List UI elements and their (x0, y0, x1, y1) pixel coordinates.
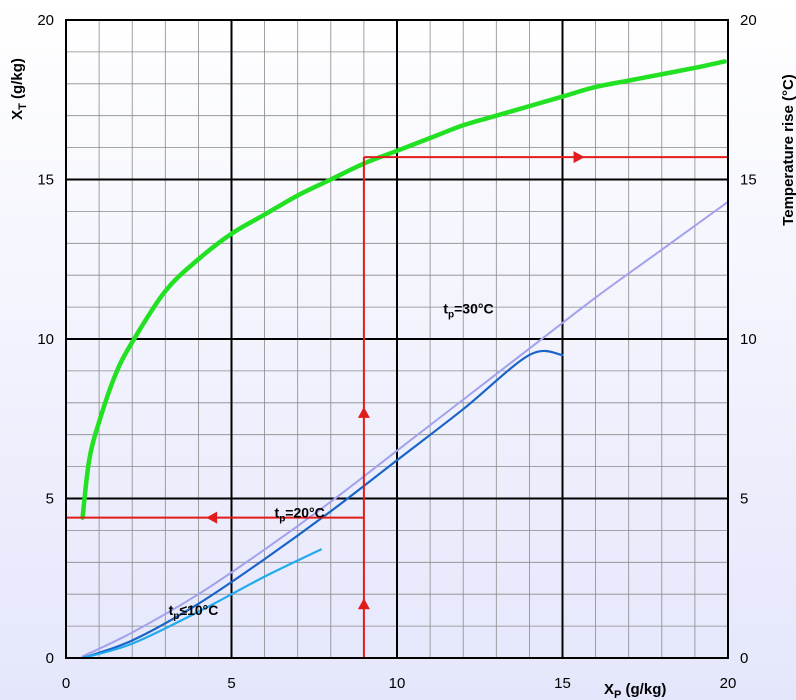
guide-arrow-3 (574, 151, 585, 163)
y-tick-label: 5 (46, 491, 54, 508)
x-tick-label: 5 (227, 675, 235, 692)
x-axis-title-sub: P (614, 689, 621, 700)
annotation-label: tp≤10°C (169, 602, 219, 622)
y-axis-title-rest: (g/kg) (9, 58, 26, 103)
series-line-1 (83, 202, 728, 657)
y2-tick-label: 0 (740, 650, 748, 667)
y-axis-title-main: X (9, 110, 26, 120)
annotation-rest: =20°C (285, 505, 324, 521)
x-tick-label: 20 (720, 675, 737, 692)
guide-arrow-2 (206, 512, 217, 524)
y2-tick-label: 20 (740, 12, 757, 29)
x-tick-label: 0 (62, 675, 70, 692)
x-axis-title-main: X (604, 681, 614, 698)
y-tick-label: 20 (37, 12, 54, 29)
x-axis-title: XP (g/kg) (604, 681, 666, 700)
guide-arrow-1 (358, 407, 370, 418)
x-axis-title-rest: (g/kg) (621, 681, 666, 698)
y2-tick-label: 15 (740, 172, 757, 189)
guide-arrow-0 (358, 598, 370, 609)
y2-tick-label: 5 (740, 491, 748, 508)
y2-axis-title: Temperature rise (°C) (780, 74, 796, 226)
y-axis-title: XT (g/kg) (9, 58, 29, 120)
y-tick-label: 0 (46, 650, 54, 667)
y-tick-label: 10 (37, 331, 54, 348)
y-tick-label: 15 (37, 172, 54, 189)
annotation-label: tp=30°C (443, 300, 493, 320)
x-tick-label: 10 (389, 675, 406, 692)
y2-tick-label: 10 (740, 331, 757, 348)
annotation-rest: =30°C (454, 300, 493, 316)
annotation-rest: ≤10°C (179, 602, 218, 618)
guide-arrows (206, 151, 584, 609)
series-lines (83, 61, 728, 658)
x-tick-label: 15 (554, 675, 571, 692)
